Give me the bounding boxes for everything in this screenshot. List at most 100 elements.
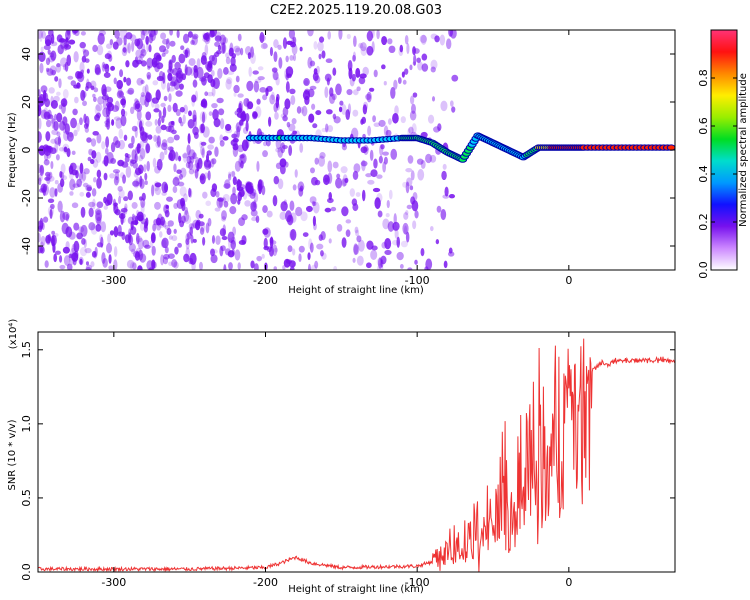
- spectrogram-noise-dot: [151, 233, 156, 242]
- spectrogram-noise-dot: [229, 171, 236, 177]
- spectrogram-noise-dot: [103, 172, 108, 181]
- spectrogram-noise-dot: [381, 64, 386, 70]
- spectrogram-noise-dot: [439, 34, 446, 46]
- spectrogram-noise-dot: [164, 246, 169, 254]
- spectrogram-noise-dot: [106, 43, 113, 49]
- spectrogram-noise-dot: [144, 180, 148, 186]
- spectrogram-noise-dot: [353, 163, 361, 173]
- spectrogram-noise-dot: [192, 33, 199, 40]
- spectrogram-noise-dot: [54, 76, 59, 82]
- spectrogram-noise-dot: [140, 218, 147, 225]
- spectrogram-noise-dot: [94, 208, 102, 216]
- spectrogram-noise-dot: [412, 191, 418, 201]
- spectrogram-noise-dot: [171, 129, 177, 135]
- spectrogram-noise-dot: [85, 191, 91, 198]
- spectrogram-noise-dot: [40, 85, 48, 93]
- spectrogram-noise-dot: [83, 168, 90, 175]
- spectrogram-noise-dot: [269, 46, 274, 57]
- spectrogram-noise-dot: [451, 74, 459, 82]
- spectrogram-noise-dot: [412, 46, 416, 56]
- spectrogram-noise-dot: [292, 36, 297, 44]
- spectrogram-noise-dot: [177, 67, 182, 74]
- spectrogram-noise-dot: [421, 53, 428, 61]
- spectrogram-noise-dot: [402, 181, 408, 188]
- spectrogram-noise-dot: [219, 228, 226, 237]
- spectrogram-noise-dot: [161, 237, 169, 249]
- spectrogram-noise-dot: [146, 40, 150, 53]
- spectrogram-noise-dot: [247, 191, 252, 197]
- spectrogram-noise-dot: [345, 109, 351, 121]
- spectrogram-noise-dot: [384, 237, 392, 250]
- spectrogram-ridge: [245, 132, 675, 163]
- spectrogram-noise-dot: [245, 120, 249, 132]
- spectrogram-noise-dot: [202, 236, 206, 246]
- spectrogram-noise-dot: [336, 173, 341, 179]
- spectrogram-noise-dot: [86, 78, 90, 90]
- spectrogram-noise-dot: [201, 98, 208, 108]
- spectrogram-noise-dot: [397, 77, 402, 84]
- spectrogram-noise-dot: [161, 142, 168, 151]
- spectrogram-noise-dot: [417, 61, 424, 71]
- spectrogram-noise-dot: [211, 103, 218, 109]
- spectrogram-noise-dot: [366, 30, 374, 42]
- spectrogram-noise-dot: [306, 205, 313, 213]
- spectrogram-noise-dot: [320, 250, 324, 257]
- spectrogram-noise-dot: [203, 160, 212, 170]
- spectrogram-noise-dot: [172, 185, 178, 194]
- spectrogram-noise-dot: [49, 203, 55, 210]
- spectrogram-noise-dot: [208, 111, 213, 116]
- spectrogram-noise-dot: [360, 46, 368, 56]
- spectrogram-noise-dot: [196, 58, 201, 69]
- spectrogram-noise-dot: [326, 197, 334, 204]
- spectrogram-noise-dot: [142, 85, 147, 95]
- spectrogram-noise-dot: [266, 85, 273, 92]
- spectrogram-noise-dot: [45, 39, 52, 47]
- spectrogram-noise-dot: [104, 199, 110, 207]
- spectrogram-noise-dot: [152, 80, 159, 86]
- spectrogram-noise-dot: [132, 162, 138, 169]
- spectrogram-noise-dot: [69, 191, 74, 196]
- spectrogram-noise-dot: [441, 170, 447, 181]
- spectrogram-noise-dot: [282, 37, 288, 50]
- spectrogram-noise-dot: [50, 138, 57, 144]
- spectrogram-noise-dot: [405, 167, 413, 173]
- spectrogram-noise-dot: [159, 231, 163, 238]
- spectrogram-noise-dot: [275, 147, 281, 153]
- spectrogram-noise-dot: [82, 182, 89, 188]
- spectrogram-noise-dot: [230, 193, 238, 205]
- spectrogram-noise-dot: [47, 198, 55, 204]
- spectrogram-noise-dot: [250, 201, 257, 212]
- spectrogram-noise-dot: [404, 68, 409, 75]
- spectrogram-noise-dot: [205, 200, 212, 207]
- spectrogram-noise-dot: [244, 180, 252, 190]
- spectrogram-noise-dot: [435, 239, 440, 245]
- spectrogram-noise-dot: [387, 38, 393, 45]
- spectrogram-noise-dot: [175, 108, 181, 117]
- spectrogram-noise-dot: [139, 213, 146, 219]
- spectrogram-noise-dot: [292, 184, 297, 191]
- colorbar-tick-label: 0.4: [697, 165, 710, 183]
- spectrogram-noise-dot: [372, 115, 376, 123]
- spectrogram-noise-dot: [170, 76, 178, 87]
- spectrogram-noise-dot: [347, 59, 353, 72]
- spectrogram-noise-dot: [223, 200, 229, 208]
- spectrogram-noise-dot: [277, 44, 282, 50]
- spectrogram-noise-dot: [257, 179, 264, 190]
- spectrogram-noise-dot: [168, 59, 174, 71]
- spectrogram-noise-dot: [197, 221, 205, 227]
- spectrogram-noise-dot: [118, 189, 125, 199]
- spectrogram-noise-dot: [79, 117, 83, 126]
- spectrogram-noise-dot: [96, 201, 104, 209]
- spectrogram-noise-dot: [222, 136, 229, 141]
- spectrogram-noise-dot: [167, 146, 174, 151]
- spectrogram-noise-dot: [39, 62, 44, 74]
- spectrogram-noise-dot: [144, 172, 148, 181]
- spectrogram-noise-dot: [233, 92, 237, 97]
- spectrogram-noise-dot: [366, 45, 374, 56]
- spectrogram-noise-dot: [171, 259, 178, 268]
- spectrogram-noise-dot: [146, 71, 152, 79]
- spectrogram-noise-dot: [140, 92, 145, 98]
- spectrogram-noise-dot: [202, 191, 208, 199]
- spectrogram-noise-dot: [381, 241, 388, 249]
